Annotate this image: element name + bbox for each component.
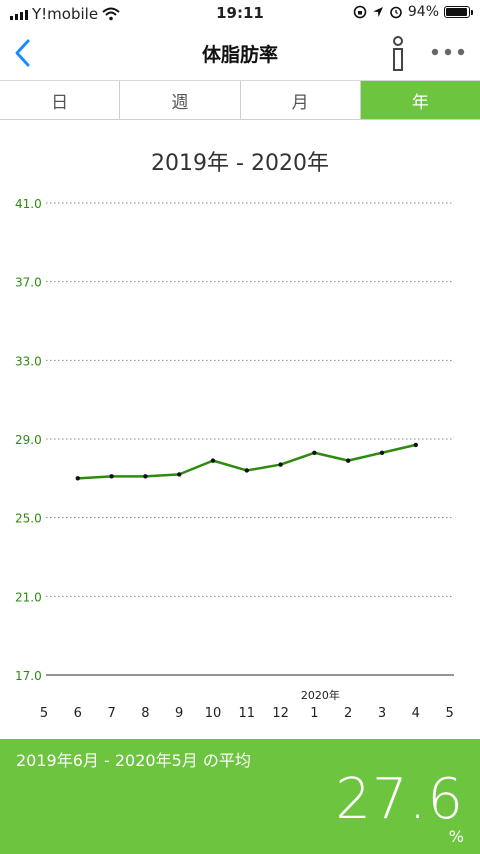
x-tick-label: 6 [74, 706, 82, 721]
alarm-icon [390, 6, 402, 19]
data-point [109, 474, 114, 479]
clock: 19:11 [216, 4, 264, 22]
x-tick-label: 3 [378, 706, 386, 721]
more-button[interactable] [428, 40, 468, 64]
chevron-left-icon [15, 39, 30, 67]
x-tick-label: 5 [445, 706, 453, 721]
data-point [75, 476, 81, 481]
status-left: Y!mobile [10, 5, 120, 23]
period-tabs: 日 週 月 年 [0, 81, 480, 120]
x-tick-label: 9 [175, 706, 183, 721]
data-point [210, 458, 216, 463]
data-point [177, 472, 182, 477]
x-tick-label: 5 [40, 706, 48, 721]
nav-bar: 体脂肪率 [0, 28, 480, 81]
x-tick-label: 1 [310, 706, 318, 721]
x-tick-label: 7 [107, 706, 115, 721]
location-icon [372, 7, 383, 17]
y-tick-label: 17.0 [15, 669, 42, 683]
data-point [143, 474, 148, 479]
data-point [278, 462, 283, 467]
body-fat-line-chart: 41.037.033.029.025.021.017.05 6 7 8 9 10 11 12 1… [15, 197, 454, 721]
y-tick-label: 29.0 [15, 433, 42, 447]
y-tick-label: 25.0 [15, 512, 42, 526]
y-tick-label: 37.0 [15, 276, 42, 290]
wifi-icon [102, 7, 120, 21]
data-point [413, 442, 418, 448]
x-tick-label: 12 [272, 706, 289, 721]
y-tick-label: 41.0 [15, 197, 42, 211]
average-unit: % [448, 827, 464, 846]
more-icon [431, 48, 465, 56]
rotation-lock-icon [353, 5, 367, 19]
average-period-label: 2019年6月 - 2020年5月 の平均 [16, 751, 251, 770]
back-button[interactable] [10, 36, 40, 70]
year-marker-label: 2020年 [301, 688, 340, 702]
carrier-label: Y!mobile [32, 5, 99, 23]
x-tick-label: 4 [412, 706, 420, 721]
tab-week[interactable]: 週 [120, 81, 241, 119]
x-tick-label: 2 [344, 706, 352, 721]
battery-fill [446, 8, 467, 16]
status-right: 94% [353, 4, 473, 20]
signal-icon [10, 8, 28, 20]
series-line [77, 443, 417, 480]
chart-title: 2019年 - 2020年 [151, 151, 329, 176]
info-button[interactable] [386, 34, 410, 74]
status-bar: Y!mobile 19:11 94% [0, 0, 480, 28]
battery-icon [444, 6, 473, 18]
y-tick-label: 21.0 [15, 590, 42, 604]
tab-month[interactable]: 月 [241, 81, 361, 119]
average-value: 27.6 [335, 767, 464, 832]
tab-day[interactable]: 日 [0, 81, 121, 119]
x-tick-label: 11 [239, 706, 256, 721]
data-point [346, 458, 351, 463]
data-point [312, 450, 317, 455]
data-point [244, 468, 249, 473]
data-point [379, 450, 385, 455]
info-icon [393, 36, 403, 71]
y-tick-label: 33.0 [15, 354, 42, 368]
x-tick-label: 8 [141, 706, 149, 721]
x-tick-label: 10 [205, 706, 222, 721]
battery-percent: 94% [407, 4, 439, 20]
tab-year[interactable]: 年 [360, 81, 480, 119]
average-summary-panel: 2019年6月 - 2020年5月 の平均 27.6 % [0, 739, 480, 854]
page-title: 体脂肪率 [201, 44, 278, 66]
